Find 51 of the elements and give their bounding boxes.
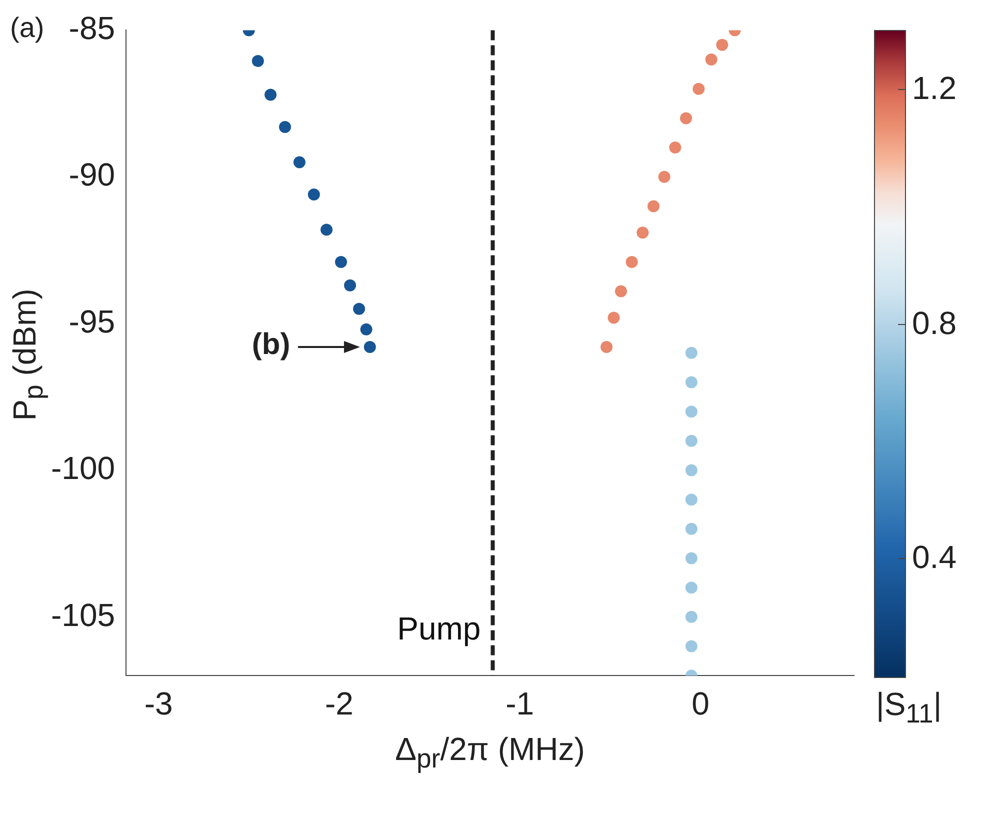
point xyxy=(344,279,356,292)
x-tick-label: -1 xyxy=(506,686,534,722)
point xyxy=(680,112,692,124)
point xyxy=(364,341,376,354)
point xyxy=(685,610,698,623)
color-bar-label: 0.8 xyxy=(912,304,956,342)
y-tick-label: -90 xyxy=(68,156,116,193)
point xyxy=(685,464,698,476)
point xyxy=(685,406,698,418)
y-tick-label: -95 xyxy=(68,303,116,340)
point xyxy=(353,302,366,315)
x-tick-label: -3 xyxy=(144,686,173,722)
point xyxy=(685,376,698,388)
point xyxy=(685,434,698,447)
point xyxy=(716,38,728,51)
text: (a) xyxy=(10,12,44,44)
point xyxy=(685,640,698,652)
point xyxy=(685,494,698,506)
x-tick-label: 0 xyxy=(692,686,710,722)
point xyxy=(658,170,670,183)
y-tick-label: -100 xyxy=(51,450,116,486)
ref-line-label: Pump xyxy=(397,610,481,646)
point xyxy=(308,188,320,200)
point xyxy=(614,285,627,298)
point xyxy=(685,582,698,594)
point xyxy=(685,552,698,564)
point xyxy=(600,341,613,354)
point xyxy=(360,323,372,336)
point xyxy=(608,312,620,324)
point xyxy=(252,55,264,68)
point xyxy=(692,82,705,95)
point xyxy=(626,256,638,268)
point xyxy=(705,54,718,66)
color-bar-title: |S$_{11}$| xyxy=(876,686,942,729)
point xyxy=(279,121,292,134)
color-bar-label: 0.4 xyxy=(912,539,956,576)
point xyxy=(335,256,347,268)
point xyxy=(264,88,277,101)
color-bar-label: 1.2 xyxy=(912,70,956,107)
annotation: (b) xyxy=(252,328,290,362)
x-axis-title: Δ$_{pr}$/2π (MHz) xyxy=(394,730,586,774)
point xyxy=(685,346,698,359)
y-tick-label: -85 xyxy=(68,10,116,46)
point xyxy=(647,200,660,212)
point xyxy=(669,142,682,154)
point xyxy=(636,226,649,239)
point xyxy=(293,156,306,168)
point xyxy=(320,224,333,236)
point xyxy=(685,522,698,535)
y-tick-label: -105 xyxy=(51,596,116,633)
x-tick-label: -2 xyxy=(324,686,354,722)
